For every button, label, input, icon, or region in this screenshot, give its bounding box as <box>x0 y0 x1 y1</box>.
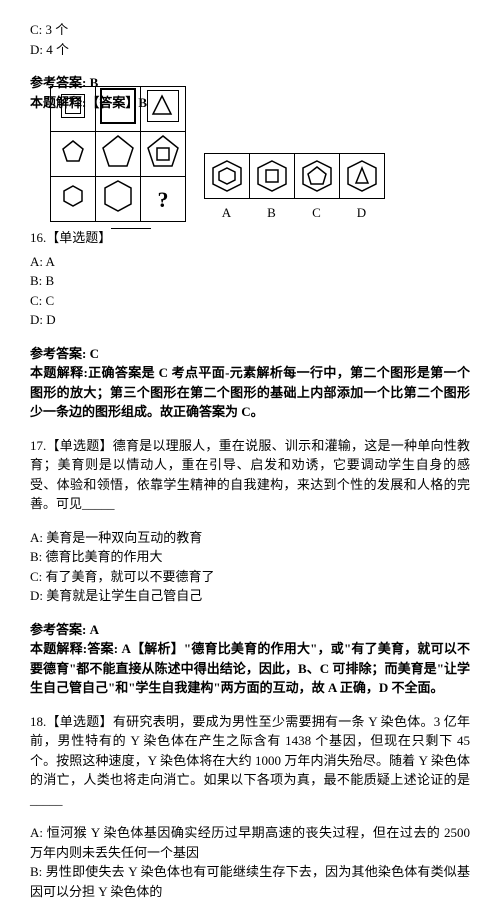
q16-options: A: A B: B C: C D: D <box>30 252 470 330</box>
q16-stem-line: 16.【单选题】 <box>30 228 111 248</box>
answer-label-b: B <box>249 203 294 223</box>
q16-answer-label: 参考答案: C <box>30 344 470 364</box>
q17-option-d: D: 美育就是让学生自己管自己 <box>30 586 470 606</box>
square-triangle-icon <box>147 90 179 122</box>
answer-label-d: D <box>339 203 384 223</box>
answer-figure-a <box>205 154 250 198</box>
q18-options: A: 恒河猴 Y 染色体基因确实经历过早期高速的丧失过程，但在过去的 2500 … <box>30 823 470 901</box>
q18-option-a: A: 恒河猴 Y 染色体基因确实经历过早期高速的丧失过程，但在过去的 2500 … <box>30 823 470 862</box>
answer-figure-b <box>250 154 295 198</box>
q16-option-c: C: C <box>30 291 470 311</box>
nested-square-icon <box>61 94 85 118</box>
cell-1-1 <box>51 87 96 132</box>
q18-option-b: B: 男性即使失去 Y 染色体也有可能继续生存下去，因为其他染色体有类似基因可以… <box>30 862 470 901</box>
q17-answer-label: 参考答案: A <box>30 620 470 640</box>
cell-3-2 <box>96 177 141 222</box>
answer-label-a: A <box>204 203 249 223</box>
cell-3-1 <box>51 177 96 222</box>
cell-3-3: ? <box>141 177 186 222</box>
answer-figure-d <box>340 154 384 198</box>
q16-option-a: A: A <box>30 252 470 272</box>
q17-option-b: B: 德育比美育的作用大 <box>30 547 470 567</box>
q17-explanation: 本题解释:答案: A【解析】"德育比美育的作用大"，或"有了美育，就可以不要德育… <box>30 639 470 698</box>
answer-labels-row: A B C D <box>204 203 385 223</box>
q15-option-d: D: 4 个 <box>30 40 470 60</box>
question-mark-icon: ? <box>158 187 169 212</box>
cell-2-2 <box>96 132 141 177</box>
pentagon-square-icon <box>146 134 180 168</box>
pentagon-icon <box>101 134 135 168</box>
square-icon <box>100 88 136 124</box>
answer-figure-c <box>295 154 340 198</box>
q16-explanation: 本题解释:正确答案是 C 考点平面-元素解析每一行中，第二个图形是第一个图形的放… <box>30 363 470 422</box>
q15-options-tail: C: 3 个 D: 4 个 <box>30 20 470 59</box>
cell-1-2 <box>96 87 141 132</box>
q17-option-c: C: 有了美育，就可以不要德育了 <box>30 567 470 587</box>
q16-answer-block: 参考答案: C 本题解释:正确答案是 C 考点平面-元素解析每一行中，第二个图形… <box>30 344 470 422</box>
q16-answer-options-figure: A B C D <box>204 153 385 223</box>
q16-blank <box>111 228 151 229</box>
cell-2-3 <box>141 132 186 177</box>
q16-option-d: D: D <box>30 310 470 330</box>
q17-option-a: A: 美育是一种双向互动的教育 <box>30 528 470 548</box>
hexagon-icon <box>101 179 135 213</box>
q16-option-b: B: B <box>30 271 470 291</box>
cell-1-3 <box>141 87 186 132</box>
q16-graphic-wrap: ? A B C D <box>50 86 470 222</box>
q17-answer-block: 参考答案: A 本题解释:答案: A【解析】"德育比美育的作用大"，或"有了美育… <box>30 620 470 698</box>
q18-stem: 18.【单选题】有研究表明，要成为男性至少需要拥有一条 Y 染色体。3 亿年前，… <box>30 712 470 810</box>
pentagon-small-icon <box>61 139 85 163</box>
q15-option-c: C: 3 个 <box>30 20 470 40</box>
q17-stem: 17.【单选题】德育是以理服人，重在说服、训示和灌输，这是一种单向性教育；美育则… <box>30 436 470 514</box>
answer-label-c: C <box>294 203 339 223</box>
hexagon-small-icon <box>61 184 85 208</box>
cell-2-1 <box>51 132 96 177</box>
q16-grid: ? <box>50 86 186 222</box>
q17-options: A: 美育是一种双向互动的教育 B: 德育比美育的作用大 C: 有了美育，就可以… <box>30 528 470 606</box>
